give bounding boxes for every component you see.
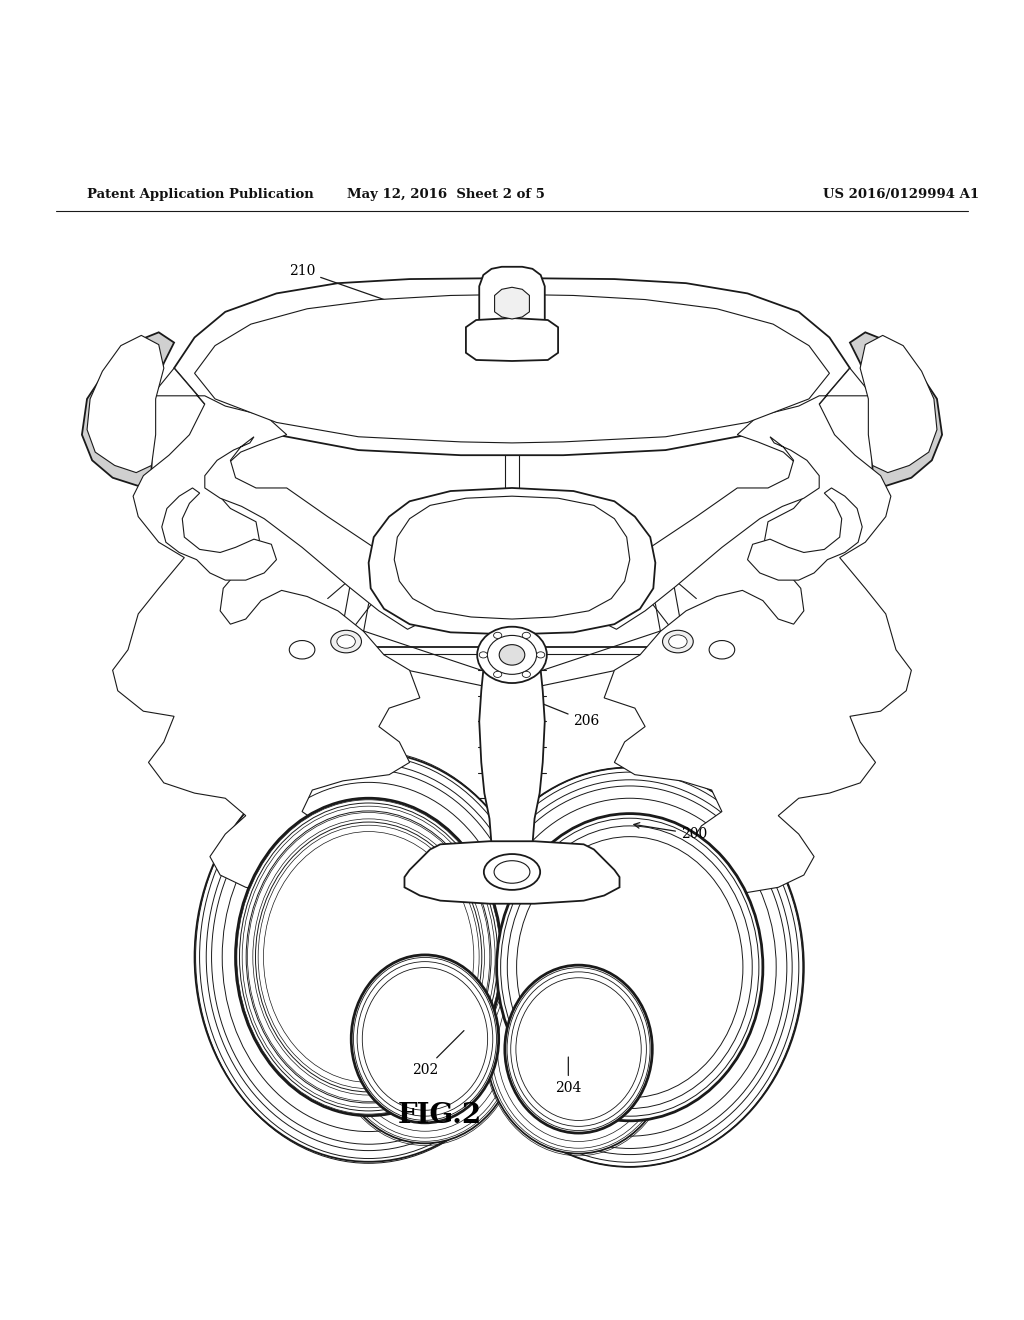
- Polygon shape: [404, 841, 620, 904]
- Ellipse shape: [494, 632, 502, 639]
- Ellipse shape: [236, 799, 502, 1115]
- Polygon shape: [82, 333, 174, 486]
- Ellipse shape: [663, 631, 693, 653]
- Polygon shape: [369, 488, 655, 635]
- Text: 202: 202: [412, 1031, 464, 1077]
- Polygon shape: [850, 333, 942, 486]
- Ellipse shape: [195, 752, 543, 1162]
- Ellipse shape: [289, 640, 315, 659]
- Text: 206: 206: [539, 702, 600, 729]
- Ellipse shape: [210, 767, 527, 1146]
- Ellipse shape: [456, 767, 804, 1167]
- Polygon shape: [479, 267, 545, 334]
- Text: US 2016/0129994 A1: US 2016/0129994 A1: [823, 187, 979, 201]
- Ellipse shape: [331, 631, 361, 653]
- Polygon shape: [394, 496, 630, 619]
- Ellipse shape: [709, 640, 734, 659]
- Ellipse shape: [494, 672, 502, 677]
- Ellipse shape: [494, 861, 530, 883]
- Polygon shape: [479, 635, 545, 845]
- Ellipse shape: [500, 644, 524, 665]
- Polygon shape: [174, 279, 850, 455]
- Polygon shape: [466, 318, 558, 360]
- Ellipse shape: [477, 627, 547, 682]
- Ellipse shape: [483, 854, 541, 890]
- Ellipse shape: [497, 813, 763, 1121]
- Polygon shape: [860, 335, 937, 473]
- Ellipse shape: [486, 945, 671, 1154]
- Ellipse shape: [537, 652, 545, 657]
- Ellipse shape: [522, 632, 530, 639]
- Text: 200: 200: [634, 822, 708, 841]
- Polygon shape: [162, 488, 276, 579]
- Text: 204: 204: [555, 1057, 582, 1096]
- Ellipse shape: [669, 635, 687, 648]
- Ellipse shape: [487, 635, 537, 675]
- Ellipse shape: [505, 965, 652, 1133]
- Polygon shape: [495, 288, 529, 319]
- Polygon shape: [748, 488, 862, 579]
- Polygon shape: [599, 437, 819, 630]
- Text: FIG.2: FIG.2: [398, 1102, 482, 1129]
- Ellipse shape: [333, 935, 517, 1143]
- Text: Patent Application Publication: Patent Application Publication: [87, 187, 313, 201]
- Ellipse shape: [351, 954, 499, 1123]
- Ellipse shape: [522, 672, 530, 677]
- Text: 210: 210: [289, 264, 401, 306]
- Polygon shape: [604, 368, 911, 892]
- Ellipse shape: [337, 635, 355, 648]
- Polygon shape: [205, 437, 425, 630]
- Polygon shape: [195, 294, 829, 444]
- Ellipse shape: [479, 652, 487, 657]
- Polygon shape: [87, 335, 164, 473]
- Text: May 12, 2016  Sheet 2 of 5: May 12, 2016 Sheet 2 of 5: [346, 187, 545, 201]
- Polygon shape: [113, 368, 420, 892]
- Ellipse shape: [471, 783, 788, 1151]
- Text: 208: 208: [532, 399, 610, 433]
